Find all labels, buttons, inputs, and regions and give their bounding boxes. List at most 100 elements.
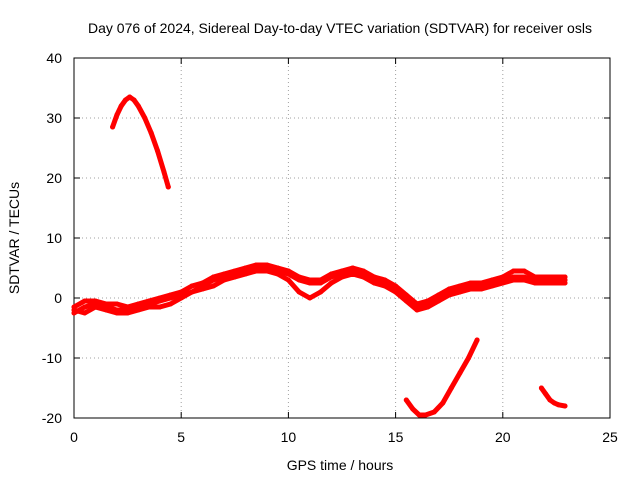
data-point — [296, 289, 302, 295]
data-point — [221, 277, 227, 283]
data-point — [135, 307, 141, 313]
grid-layer — [74, 58, 610, 418]
data-point — [135, 301, 141, 307]
data-point — [210, 274, 216, 280]
data-point — [168, 292, 173, 298]
data-point — [500, 280, 506, 286]
data-point — [125, 310, 131, 316]
data-point — [440, 400, 446, 406]
data-point — [556, 402, 561, 408]
data-point — [478, 280, 484, 286]
data-point — [500, 274, 506, 280]
data-point — [155, 148, 161, 154]
data-point — [350, 271, 356, 277]
x-tick-label: 0 — [70, 429, 78, 445]
data-point — [532, 280, 538, 286]
data-point — [92, 298, 98, 304]
data-point — [296, 274, 302, 280]
data-point — [436, 292, 441, 298]
data-point — [382, 277, 388, 283]
data-point — [468, 280, 474, 286]
data-point — [165, 184, 171, 190]
y-axis-label: SDTVAR / TECUs — [6, 182, 22, 294]
data-point — [142, 115, 148, 121]
data-point — [275, 271, 281, 277]
series-arc-late — [403, 337, 480, 418]
data-point — [393, 289, 399, 295]
data-point — [431, 409, 437, 415]
x-tick-label: 5 — [177, 429, 185, 445]
data-point — [189, 283, 195, 289]
data-point — [123, 97, 128, 103]
chart-title: Day 076 of 2024, Sidereal Day-to-day VTE… — [88, 20, 592, 36]
data-point — [146, 298, 152, 304]
data-point — [264, 262, 270, 268]
data-point — [403, 397, 409, 403]
data-point — [414, 301, 420, 307]
data-point — [92, 304, 98, 310]
data-point — [161, 169, 167, 175]
data-point — [410, 406, 416, 412]
data-point — [178, 295, 184, 301]
data-point — [543, 391, 549, 397]
data-point — [114, 301, 120, 307]
data-point — [562, 280, 568, 286]
data-point — [489, 283, 495, 289]
data-point — [489, 277, 495, 283]
data-point — [135, 103, 141, 109]
x-tick-label: 10 — [281, 429, 297, 445]
data-point — [382, 283, 388, 289]
data-point — [446, 292, 452, 298]
data-point — [474, 337, 480, 343]
data-point — [82, 298, 88, 304]
data-point — [127, 94, 133, 100]
data-point — [468, 286, 474, 292]
data-point — [553, 280, 559, 286]
data-point — [110, 124, 116, 130]
data-point — [243, 265, 248, 271]
data-point — [103, 307, 109, 313]
data-point — [285, 268, 291, 274]
data-point — [125, 304, 131, 310]
data-point — [168, 301, 173, 307]
data-point — [232, 274, 238, 280]
x-axis-label: GPS time / hours — [287, 457, 394, 473]
data-point — [446, 286, 452, 292]
data-point — [118, 103, 124, 109]
data-point — [393, 283, 399, 289]
data-point — [114, 310, 120, 316]
data-point — [232, 268, 238, 274]
data-point — [339, 274, 345, 280]
series-layer — [71, 94, 568, 418]
data-point — [478, 286, 484, 292]
data-point — [403, 298, 409, 304]
data-point — [307, 295, 313, 301]
data-point — [339, 268, 345, 274]
data-point — [103, 301, 109, 307]
data-point — [511, 277, 516, 283]
y-tick-label: 0 — [54, 290, 62, 306]
y-tick-label: -20 — [42, 410, 62, 426]
data-point — [253, 268, 259, 274]
data-point — [562, 274, 568, 280]
y-tick-label: -10 — [42, 350, 62, 366]
data-point — [466, 355, 471, 361]
data-point — [403, 292, 409, 298]
data-point — [131, 97, 137, 103]
data-point — [328, 271, 334, 277]
y-tick-label: 10 — [46, 230, 62, 246]
data-point — [562, 403, 568, 409]
data-point — [457, 289, 463, 295]
data-point — [243, 271, 248, 277]
data-point — [200, 286, 206, 292]
data-point — [521, 277, 527, 283]
data-point — [538, 385, 544, 391]
data-point — [285, 277, 291, 283]
data-point — [328, 280, 334, 286]
y-tick-label: 30 — [46, 110, 62, 126]
data-point — [307, 277, 313, 283]
data-point — [511, 268, 516, 274]
data-point — [82, 304, 88, 310]
data-point — [532, 274, 538, 280]
